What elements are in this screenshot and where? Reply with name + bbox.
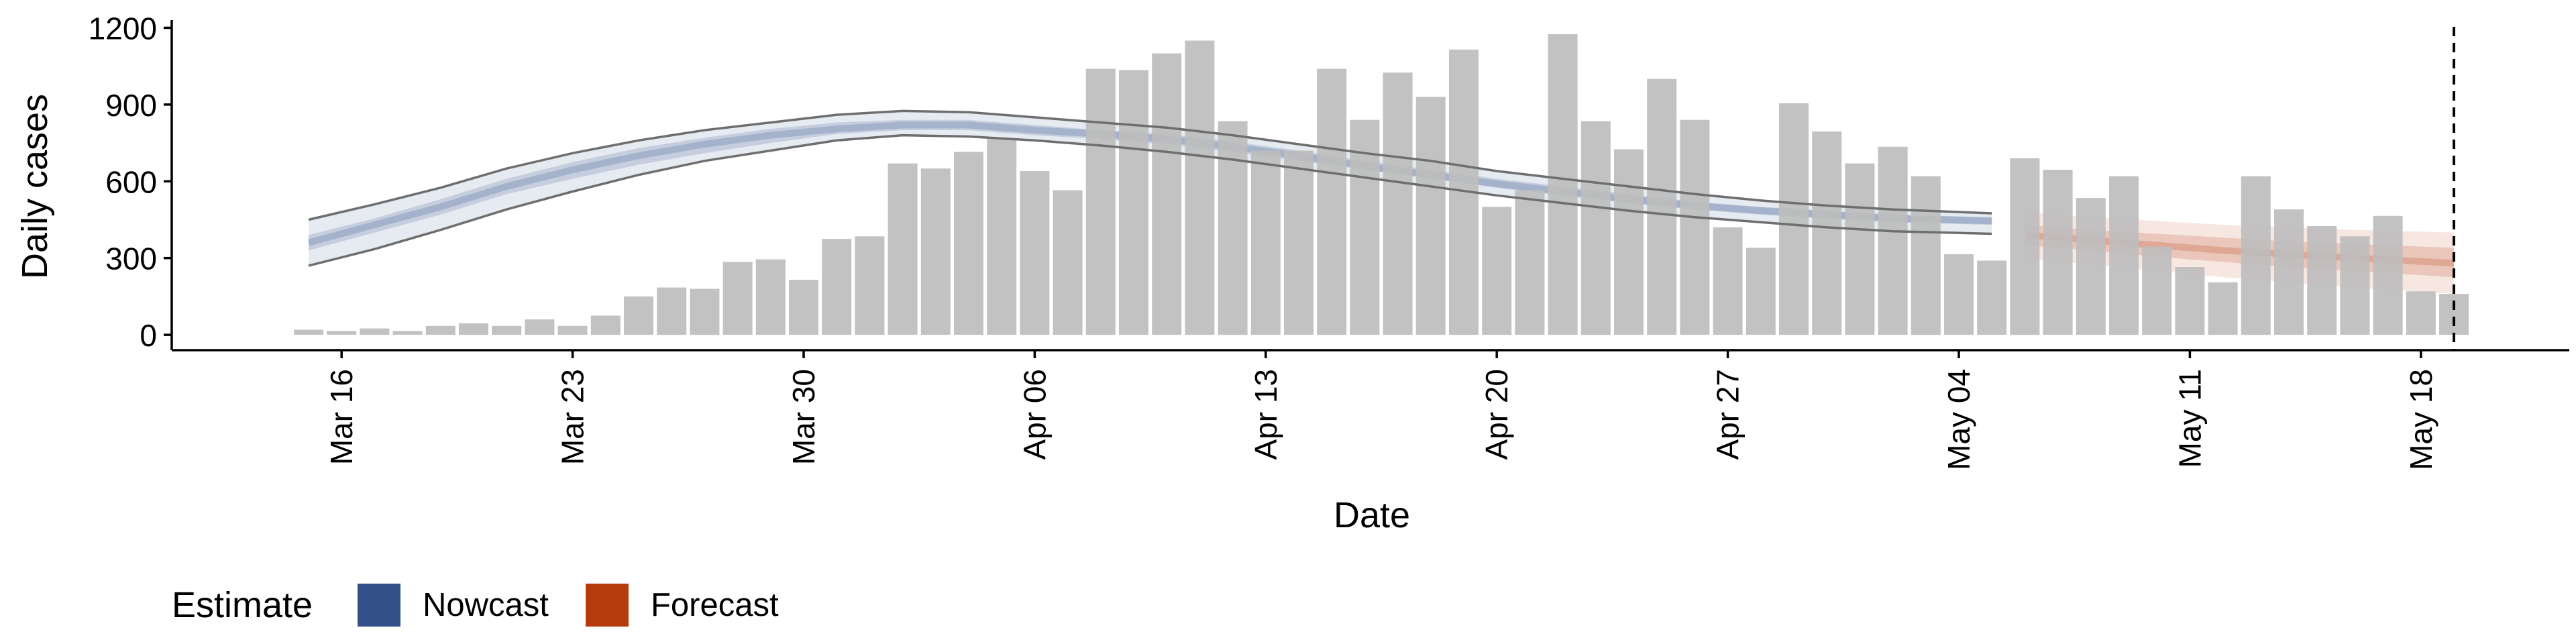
daily-case-bar	[1415, 97, 1446, 335]
daily-case-bar	[2010, 158, 2040, 335]
daily-case-bar	[1515, 190, 1545, 335]
daily-case-bar	[294, 329, 323, 335]
daily-case-bar	[2439, 294, 2469, 335]
nowcast-outer-lines	[308, 109, 1992, 267]
nowcast-upper-line	[308, 109, 1992, 221]
x-tick-label: Mar 23	[555, 369, 590, 465]
daily-case-bar	[1911, 176, 1941, 335]
daily-case-bar	[1317, 68, 1347, 335]
daily-case-bar	[722, 262, 753, 335]
daily-case-bar	[2307, 226, 2337, 335]
y-tick-label: 900	[105, 88, 157, 123]
legend: Estimate Nowcast Forecast	[172, 584, 779, 627]
daily-case-bar	[2076, 198, 2106, 335]
daily-case-bar	[1746, 248, 1776, 335]
daily-case-bar	[1845, 163, 1875, 335]
nowcast-lower-line	[308, 133, 1992, 267]
daily-case-bar	[392, 331, 423, 335]
daily-case-bar	[855, 236, 885, 335]
y-tick-label: 0	[140, 318, 157, 353]
daily-case-bar	[1053, 190, 1083, 335]
daily-case-bar	[1119, 70, 1148, 335]
x-tick-label: Mar 30	[786, 369, 821, 465]
daily-case-bar	[920, 168, 951, 335]
daily-case-bar	[492, 325, 522, 335]
daily-case-bar	[360, 328, 390, 335]
daily-case-bar	[1350, 119, 1380, 335]
daily-case-bar	[1548, 34, 1578, 335]
daily-case-bar	[1020, 171, 1050, 335]
daily-case-bars	[294, 34, 2469, 335]
daily-case-bar	[2340, 236, 2370, 335]
daily-case-bar	[1977, 260, 2007, 335]
x-tick-label: Mar 16	[324, 369, 359, 465]
daily-case-bar	[2043, 170, 2073, 335]
daily-case-bar	[2142, 246, 2172, 335]
x-tick-label: May 18	[2404, 369, 2438, 470]
daily-case-bar	[690, 288, 720, 335]
daily-case-bar	[1779, 103, 1809, 335]
daily-case-bar	[954, 152, 983, 335]
legend-swatch-forecast	[586, 584, 629, 627]
nowcast-outer-band	[309, 111, 1992, 266]
legend-label-forecast: Forecast	[651, 587, 779, 623]
daily-case-bar	[1250, 150, 1281, 335]
daily-case-bar	[1185, 40, 1215, 335]
axes	[170, 20, 2569, 352]
daily-case-bar	[1580, 121, 1611, 335]
daily-case-bar	[1647, 78, 1677, 335]
daily-case-bar	[1085, 68, 1116, 335]
daily-case-bar	[1680, 119, 1710, 335]
daily-case-bar	[2175, 267, 2205, 335]
daily-case-bar	[1482, 207, 1512, 335]
legend-swatch-nowcast	[358, 584, 400, 627]
daily-case-bar	[459, 323, 488, 335]
x-axis-title: Date	[1334, 495, 1410, 535]
daily-case-bar	[557, 325, 588, 335]
x-tick-label: May 11	[2172, 369, 2207, 468]
legend-label-nowcast: Nowcast	[423, 587, 549, 623]
daily-case-bar	[2373, 215, 2403, 335]
daily-case-bar	[755, 259, 786, 335]
x-ticks: Mar 16 Mar 23 Mar 30 Apr 06 Apr 13 Apr 20 Apr …	[324, 350, 2438, 470]
y-ticks: 0 300 600 900 1200	[89, 11, 172, 353]
daily-case-bar	[590, 315, 621, 335]
daily-case-bar	[525, 319, 555, 335]
daily-case-bar	[1152, 53, 1182, 335]
daily-case-bar	[2274, 209, 2304, 335]
y-tick-label: 600	[105, 164, 157, 199]
daily-case-bar	[1812, 131, 1842, 335]
daily-case-bar	[789, 280, 818, 335]
daily-case-bar	[1713, 227, 1743, 335]
daily-case-bar	[2241, 176, 2271, 335]
daily-case-bar	[2109, 176, 2139, 335]
daily-case-bar	[987, 139, 1017, 335]
daily-case-bar	[1284, 150, 1313, 335]
x-tick-label: Apr 27	[1711, 369, 1746, 460]
y-tick-label: 300	[105, 241, 157, 276]
daily-case-bar	[1218, 121, 1248, 335]
daily-case-bar	[1614, 149, 1644, 335]
daily-case-bar	[2208, 282, 2238, 335]
daily-case-bar	[888, 163, 918, 335]
x-tick-label: Apr 13	[1248, 369, 1283, 460]
daily-case-bar	[822, 239, 852, 335]
daily-case-bar	[1878, 146, 1908, 335]
x-tick-label: Apr 06	[1017, 369, 1052, 460]
x-tick-label: May 04	[1941, 369, 1976, 470]
daily-case-bar	[425, 325, 455, 335]
x-tick-label: Apr 20	[1479, 369, 1514, 460]
daily-case-bar	[327, 331, 357, 335]
daily-case-bar	[657, 287, 687, 335]
daily-case-bar	[1944, 254, 1974, 335]
y-tick-label: 1200	[89, 11, 157, 46]
daily-case-bar	[1383, 72, 1413, 335]
daily-case-bar	[2406, 291, 2436, 335]
daily-case-bar	[624, 296, 653, 335]
legend-title: Estimate	[172, 585, 313, 625]
y-axis-title: Daily cases	[15, 94, 55, 279]
